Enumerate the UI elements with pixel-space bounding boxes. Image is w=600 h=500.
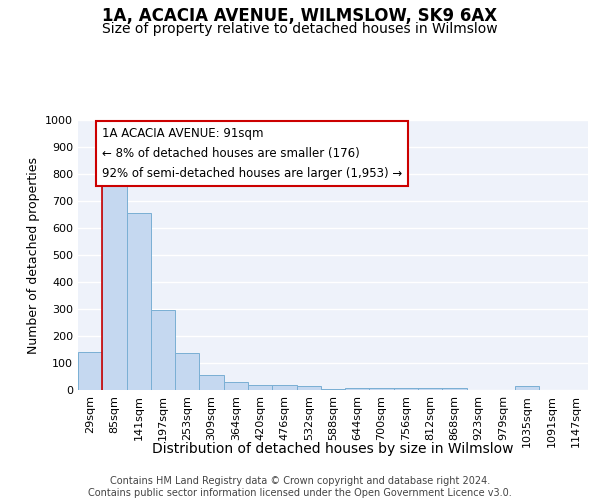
Bar xyxy=(418,388,442,390)
Text: 1A, ACACIA AVENUE, WILMSLOW, SK9 6AX: 1A, ACACIA AVENUE, WILMSLOW, SK9 6AX xyxy=(103,8,497,26)
Text: Size of property relative to detached houses in Wilmslow: Size of property relative to detached ho… xyxy=(102,22,498,36)
Bar xyxy=(78,352,102,390)
Bar xyxy=(345,388,370,390)
Bar xyxy=(370,388,394,390)
Bar xyxy=(515,386,539,390)
Bar xyxy=(442,388,467,390)
Bar xyxy=(248,384,272,390)
Bar xyxy=(127,213,151,390)
Bar xyxy=(321,388,345,390)
Bar xyxy=(199,375,224,390)
Bar xyxy=(224,382,248,390)
Text: 1A ACACIA AVENUE: 91sqm
← 8% of detached houses are smaller (176)
92% of semi-de: 1A ACACIA AVENUE: 91sqm ← 8% of detached… xyxy=(102,126,403,180)
Bar xyxy=(272,384,296,390)
Bar xyxy=(102,180,127,390)
Y-axis label: Number of detached properties: Number of detached properties xyxy=(26,156,40,354)
Bar xyxy=(296,386,321,390)
Bar xyxy=(175,353,199,390)
Bar xyxy=(151,310,175,390)
Text: Contains HM Land Registry data © Crown copyright and database right 2024.
Contai: Contains HM Land Registry data © Crown c… xyxy=(88,476,512,498)
Bar xyxy=(394,388,418,390)
Text: Distribution of detached houses by size in Wilmslow: Distribution of detached houses by size … xyxy=(152,442,514,456)
